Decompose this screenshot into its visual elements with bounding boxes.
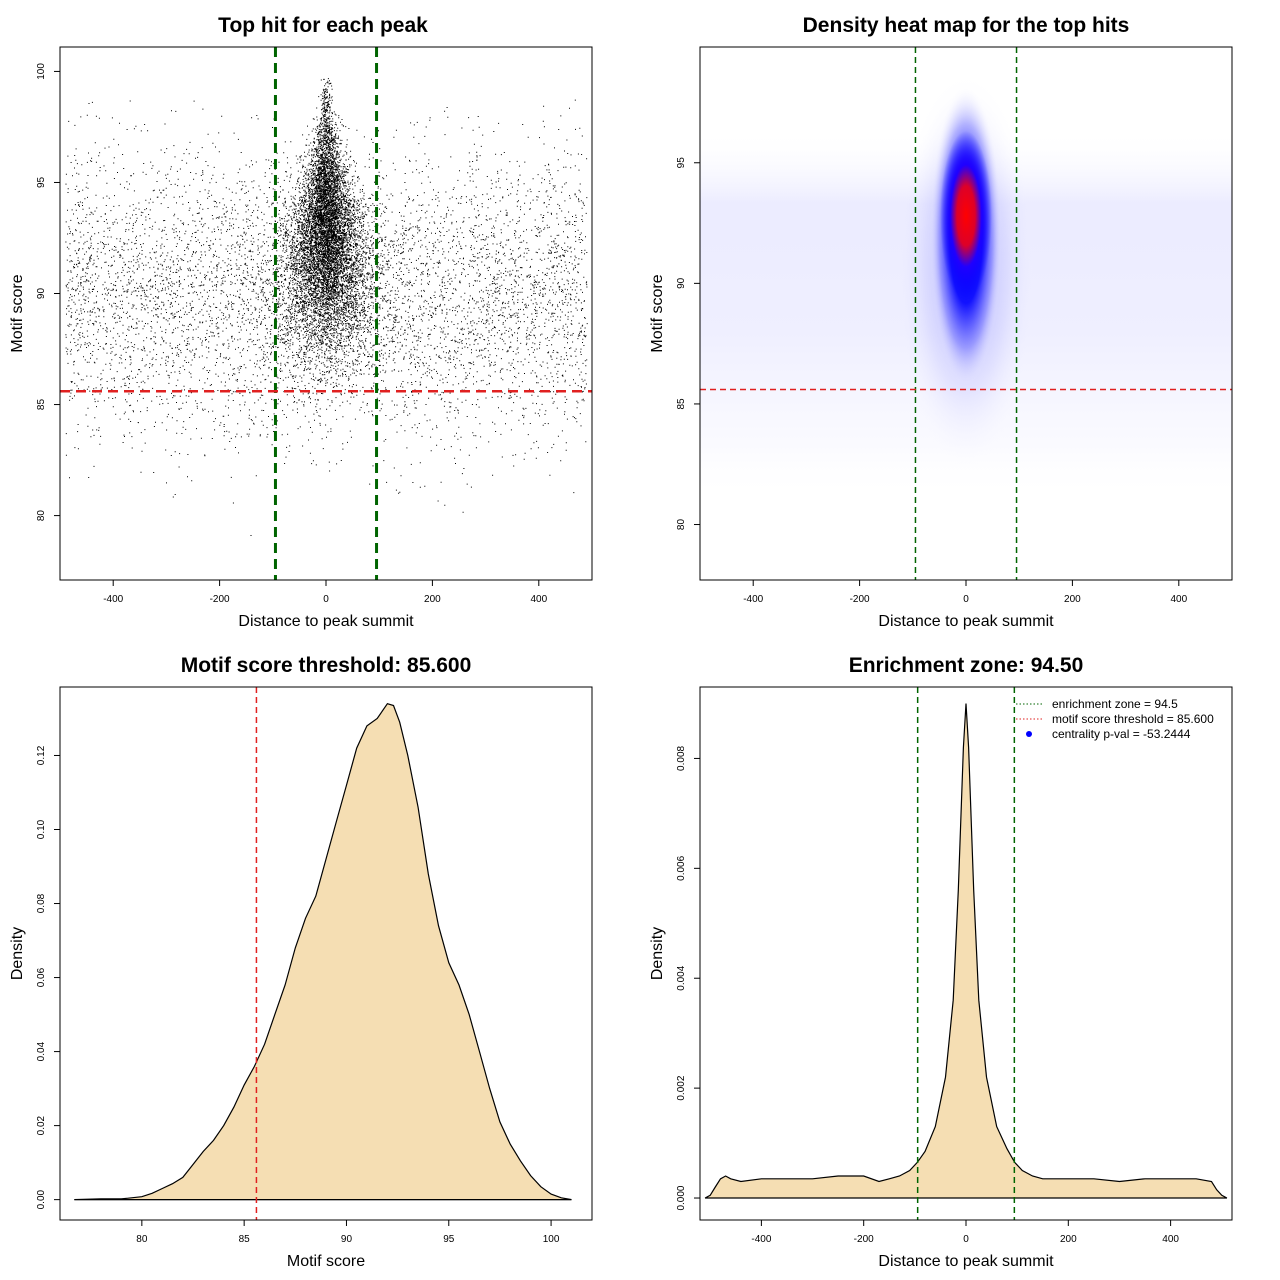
x-tick-label: 200 — [1060, 1234, 1077, 1245]
enrichment-y-label: Density — [649, 927, 666, 980]
heatmap-y-ticks: 80 85 90 95 — [676, 157, 700, 530]
y-tick-label: 100 — [36, 63, 47, 80]
score-density-y-ticks: 0.00 0.02 0.04 0.06 0.08 0.10 0.12 — [36, 745, 60, 1209]
x-tick-label: 85 — [239, 1234, 251, 1245]
y-tick-label: 0.000 — [676, 1185, 687, 1210]
x-tick-label: 0 — [963, 594, 969, 605]
x-tick-label: -400 — [103, 594, 123, 605]
enrichment-y-ticks: 0.000 0.002 0.004 0.006 0.008 — [676, 745, 700, 1211]
enrichment-panel: Enrichment zone: 94.50 -400 -200 0 200 400 0… — [649, 654, 1233, 1270]
x-tick-label: 200 — [1064, 594, 1081, 605]
scatter-y-ticks: 80 85 90 95 100 — [36, 63, 60, 522]
heatmap-red-core — [940, 130, 992, 301]
enrichment-x-label: Distance to peak summit — [878, 1253, 1054, 1270]
y-tick-label: 0.006 — [676, 855, 687, 880]
x-tick-label: -200 — [854, 1234, 874, 1245]
x-tick-label: 0 — [963, 1234, 969, 1245]
score-density-curve — [74, 703, 572, 1201]
y-tick-label: 85 — [36, 399, 47, 411]
y-tick-label: 80 — [676, 519, 687, 531]
y-tick-label: 0.08 — [36, 893, 47, 913]
score-density-panel: Motif score threshold: 85.600 80 85 90 95 10… — [9, 654, 593, 1270]
score-density-title: Motif score threshold: 85.600 — [181, 654, 472, 677]
y-tick-label: 0.04 — [36, 1041, 47, 1061]
scatter-y-label: Motif score — [9, 274, 26, 352]
y-tick-label: 0.06 — [36, 967, 47, 987]
x-tick-label: 0 — [323, 594, 329, 605]
x-tick-label: 80 — [136, 1234, 148, 1245]
y-tick-label: 85 — [676, 398, 687, 410]
y-tick-label: 90 — [36, 288, 47, 300]
y-tick-label: 90 — [676, 277, 687, 289]
scatter-x-label: Distance to peak summit — [238, 613, 414, 630]
enrichment-legend: enrichment zone = 94.5 motif score thres… — [1016, 697, 1214, 741]
scatter-x-ticks: -400 -200 0 200 400 — [103, 580, 548, 605]
y-tick-label: 0.008 — [676, 745, 687, 770]
y-tick-label: 0.002 — [676, 1075, 687, 1100]
score-density-plot-box — [59, 686, 593, 1221]
scatter-panel: Top hit for each peak -400 -200 0 200 400 80… — [9, 14, 593, 630]
scatter-title: Top hit for each peak — [218, 14, 428, 37]
y-tick-label: 95 — [36, 176, 47, 188]
heatmap-x-label: Distance to peak summit — [878, 613, 1054, 630]
heatmap-panel: Density heat map for the top hits -400 -2… — [649, 14, 1233, 630]
heatmap-density — [700, 70, 1232, 500]
scatter-points — [65, 78, 588, 536]
x-tick-label: -400 — [743, 594, 763, 605]
y-tick-label: 0.00 — [36, 1189, 47, 1209]
x-tick-label: 90 — [341, 1234, 353, 1245]
heatmap-title: Density heat map for the top hits — [803, 14, 1130, 37]
score-density-y-label: Density — [9, 927, 26, 980]
enrichment-density-curve — [704, 703, 1228, 1199]
legend-centrality-swatch — [1026, 731, 1032, 737]
x-tick-label: -200 — [210, 594, 230, 605]
heatmap-x-ticks: -400 -200 0 200 400 — [743, 580, 1188, 605]
x-tick-label: 200 — [424, 594, 441, 605]
scatter-reference-lines — [60, 47, 592, 580]
scatter-point-cloud — [65, 78, 588, 536]
x-tick-label: 95 — [443, 1234, 455, 1245]
enrichment-title: Enrichment zone: 94.50 — [849, 654, 1084, 677]
x-tick-label: 100 — [543, 1234, 560, 1245]
x-tick-label: 400 — [1170, 594, 1187, 605]
y-tick-label: 0.02 — [36, 1115, 47, 1135]
legend-centrality-pval: centrality p-val = -53.2444 — [1052, 727, 1191, 741]
x-tick-label: 400 — [530, 594, 547, 605]
score-density-x-label: Motif score — [287, 1253, 365, 1270]
heatmap-y-label: Motif score — [649, 274, 666, 352]
enrichment-zone-lines — [916, 687, 1016, 1220]
x-tick-label: 400 — [1162, 1234, 1179, 1245]
x-tick-label: -400 — [751, 1234, 771, 1245]
heatmap-reference-lines — [700, 47, 1232, 580]
score-density-x-ticks: 80 85 90 95 100 — [136, 1220, 560, 1245]
y-tick-label: 95 — [676, 157, 687, 169]
legend-motif-threshold: motif score threshold = 85.600 — [1052, 712, 1214, 726]
y-tick-label: 80 — [36, 510, 47, 522]
y-tick-label: 0.12 — [36, 745, 47, 765]
legend-enrichment-zone: enrichment zone = 94.5 — [1052, 697, 1178, 711]
y-tick-label: 0.10 — [36, 819, 47, 839]
y-tick-label: 0.004 — [676, 965, 687, 990]
x-tick-label: -200 — [850, 594, 870, 605]
enrichment-x-ticks: -400 -200 0 200 400 — [751, 1220, 1179, 1245]
